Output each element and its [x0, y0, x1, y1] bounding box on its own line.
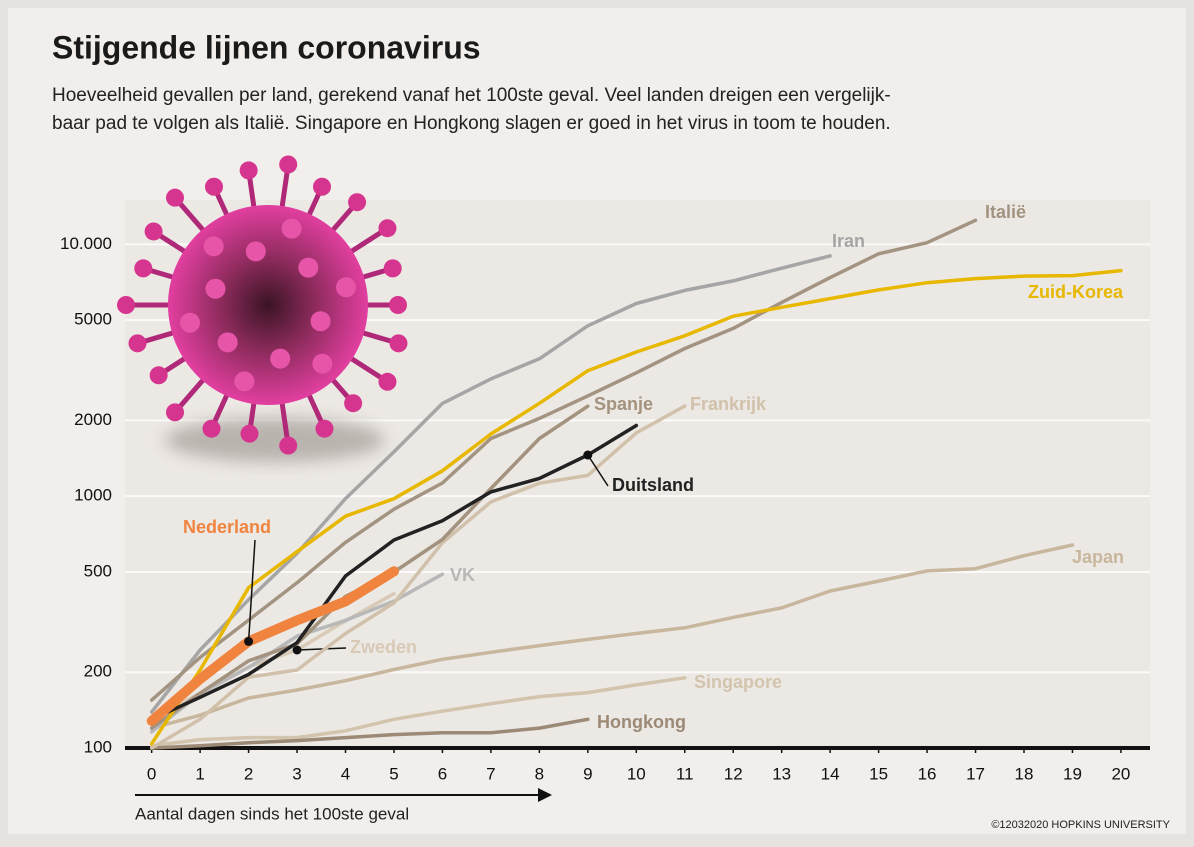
virus-bump	[218, 332, 238, 352]
virus-bump	[270, 349, 290, 369]
series-label: Frankrijk	[690, 394, 767, 414]
x-tick-label: 1	[195, 764, 204, 783]
virus-spike-head	[129, 334, 147, 352]
virus-spike-head	[313, 178, 331, 196]
x-tick-label: 19	[1063, 764, 1082, 783]
x-tick-label: 5	[389, 764, 398, 783]
pointer-dot	[244, 637, 253, 646]
series-label: Duitsland	[612, 475, 694, 495]
y-tick-label: 100	[84, 737, 112, 756]
virus-bump	[312, 354, 332, 374]
series-label: Japan	[1072, 547, 1124, 567]
series-label: Iran	[832, 231, 865, 251]
x-tick-label: 9	[583, 764, 592, 783]
x-tick-label: 0	[147, 764, 156, 783]
source: ©12032020 HOPKINS UNIVERSITY	[991, 819, 1170, 831]
virus-spike-head	[389, 334, 407, 352]
virus-spike-head	[378, 373, 396, 391]
x-tick-label: 14	[821, 764, 840, 783]
y-tick-label: 2000	[74, 410, 112, 429]
subtitle: Hoeveelheid gevallen per land, gerekend …	[52, 85, 891, 106]
virus-spike-head	[348, 193, 366, 211]
x-tick-label: 12	[724, 764, 743, 783]
virus-spike-head	[240, 425, 258, 443]
virus-spike-head	[203, 420, 221, 438]
virus-spike-head	[389, 296, 407, 314]
virus-spike-head	[384, 259, 402, 277]
virus-bump	[234, 371, 254, 391]
virus-spike-head	[205, 178, 223, 196]
series-label: Italië	[985, 202, 1026, 222]
x-tick-label: 15	[869, 764, 888, 783]
pointer-dot	[293, 645, 302, 654]
x-tick-label: 2	[244, 764, 253, 783]
y-tick-label: 500	[84, 561, 112, 580]
virus-spike-head	[145, 222, 163, 240]
y-tick-label: 200	[84, 662, 112, 681]
x-tick-label: 4	[341, 764, 350, 783]
series-label: Hongkong	[597, 712, 686, 732]
series-label: Nederland	[183, 517, 271, 537]
y-tick-label: 5000	[74, 310, 112, 329]
virus-spike-head	[344, 394, 362, 412]
pointer-dot	[583, 451, 592, 460]
series-label: Singapore	[694, 672, 782, 692]
virus-spike-head	[279, 155, 297, 173]
x-tick-label: 7	[486, 764, 495, 783]
virus-shadow	[165, 418, 385, 462]
virus-bump	[336, 277, 356, 297]
virus-spike-head	[166, 189, 184, 207]
virus-spike-head	[279, 437, 297, 455]
x-tick-label: 11	[676, 764, 694, 783]
x-tick-label: 20	[1111, 764, 1130, 783]
series-label: Zweden	[350, 637, 417, 657]
x-tick-label: 10	[627, 764, 646, 783]
virus-spike-head	[117, 296, 135, 314]
series-label: Zuid-Korea	[1028, 282, 1124, 302]
y-tick-label: 10.000	[60, 234, 112, 253]
virus-bump	[282, 219, 302, 239]
chart-title: Stijgende lijnen coronavirus	[52, 29, 481, 65]
virus-spike-head	[240, 161, 258, 179]
virus-spike-head	[150, 366, 168, 384]
x-tick-label: 17	[966, 764, 985, 783]
virus-bump	[180, 313, 200, 333]
x-tick-label: 6	[438, 764, 447, 783]
x-tick-label: 8	[535, 764, 544, 783]
series-label: VK	[450, 565, 475, 585]
virus-spike-head	[166, 403, 184, 421]
virus-bump	[204, 236, 224, 256]
series-label: Spanje	[594, 394, 653, 414]
page: Stijgende lijnen coronavirus Hoeveelheid…	[0, 0, 1194, 842]
subtitle: baar pad te volgen als Italië. Singapore…	[52, 113, 891, 134]
virus-spike-head	[315, 420, 333, 438]
x-tick-label: 18	[1015, 764, 1034, 783]
x-tick-label: 16	[918, 764, 937, 783]
virus-spike-head	[378, 219, 396, 237]
x-tick-label: 3	[292, 764, 301, 783]
x-axis-label: Aantal dagen sinds het 100ste geval	[135, 804, 409, 823]
y-tick-label: 1000	[74, 486, 112, 505]
virus-spike-head	[134, 259, 152, 277]
virus-bump	[298, 258, 318, 278]
chart: Stijgende lijnen coronavirus Hoeveelheid…	[0, 0, 1194, 842]
virus-bump	[246, 241, 266, 261]
virus-bump	[205, 279, 225, 299]
virus-body	[168, 205, 368, 405]
virus-bump	[311, 311, 331, 331]
x-tick-label: 13	[772, 764, 791, 783]
